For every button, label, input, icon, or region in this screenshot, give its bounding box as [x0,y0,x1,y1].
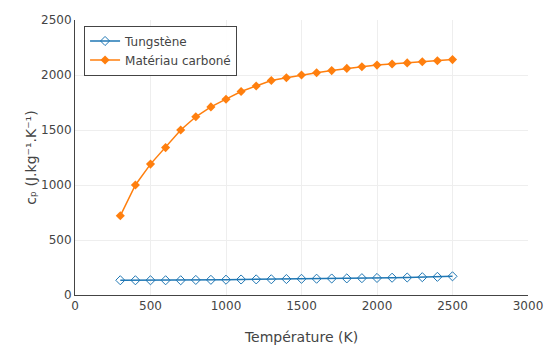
svg-text:2500: 2500 [437,299,468,313]
svg-text:1500: 1500 [41,123,72,137]
svg-text:0: 0 [71,299,79,313]
svg-text:Température (K): Température (K) [244,329,358,345]
svg-text:1000: 1000 [211,299,242,313]
svg-text:2500: 2500 [41,13,72,27]
svg-text:1500: 1500 [286,299,317,313]
svg-text:2000: 2000 [362,299,393,313]
svg-text:0: 0 [64,288,72,302]
svg-text:3000: 3000 [513,299,544,313]
svg-text:Matériau carboné: Matériau carboné [125,54,231,68]
svg-text:500: 500 [49,233,72,247]
svg-text:cₚ (J.kg⁻¹.K⁻¹): cₚ (J.kg⁻¹.K⁻¹) [23,110,39,204]
svg-text:Tungstène: Tungstène [124,35,187,49]
svg-text:1000: 1000 [41,178,72,192]
svg-text:2000: 2000 [41,68,72,82]
svg-text:500: 500 [139,299,162,313]
